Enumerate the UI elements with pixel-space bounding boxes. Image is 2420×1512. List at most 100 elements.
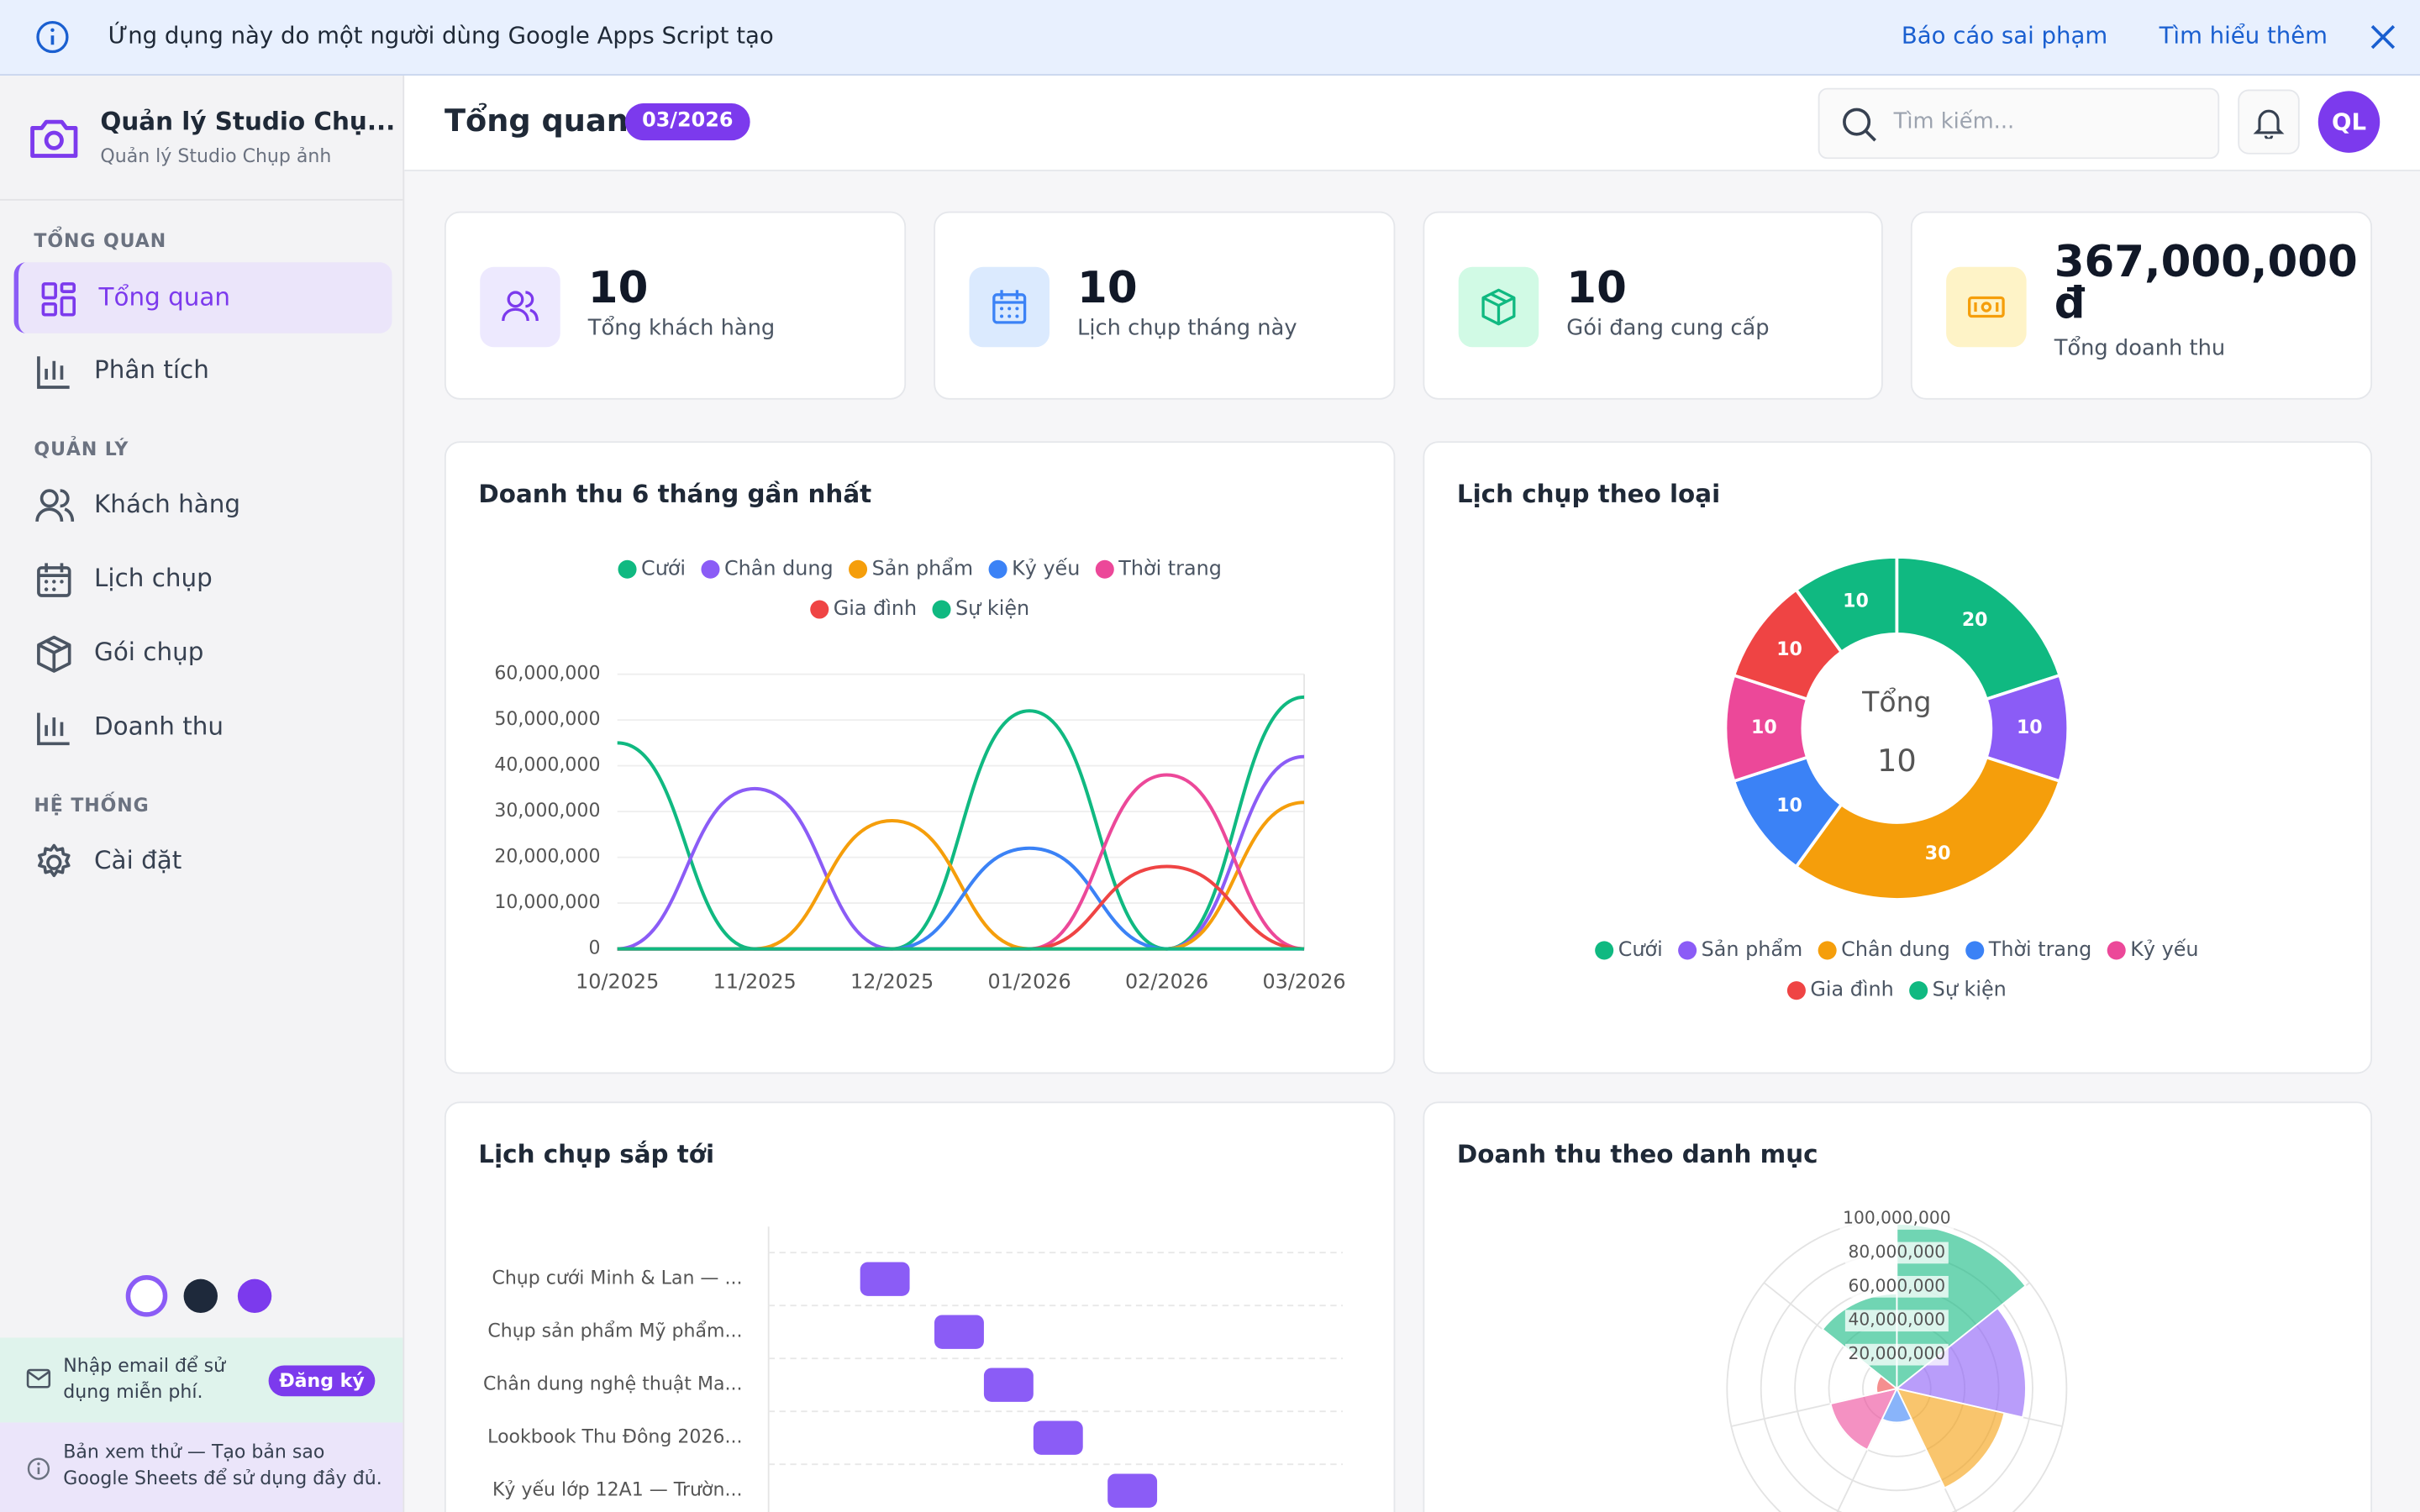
legend-swatch — [1678, 941, 1697, 960]
legend-label: Thời trang — [1988, 937, 2092, 961]
doughnut-slice — [1793, 755, 2062, 901]
chart-card — [1423, 441, 2373, 1074]
legend-swatch — [1909, 981, 1928, 1000]
legend-item: Cưới — [1595, 937, 1663, 961]
notification-button[interactable] — [2238, 89, 2300, 155]
data-label: 10 — [2017, 717, 2043, 738]
stat-card: 10 Gói đang cung cấp — [1423, 211, 1883, 400]
search-icon — [1843, 108, 1876, 142]
stat-value: 10 — [1566, 262, 1627, 313]
legend-item: Kỷ yếu — [988, 556, 1080, 580]
stat-value: 10 — [587, 262, 649, 313]
signup-text: Nhập email để sử dụng miễn phí. — [63, 1354, 226, 1403]
nav-item[interactable]: Phân tích — [14, 335, 387, 406]
legend-label: Kỷ yếu — [2130, 937, 2198, 961]
data-label: 10 — [1776, 639, 1802, 660]
gantt-bar — [1107, 1473, 1158, 1508]
nav-label: Khách hàng — [94, 489, 240, 519]
nav-item[interactable]: Gói chụp — [14, 617, 387, 688]
nav-item[interactable]: Lịch chụp — [14, 543, 387, 614]
search-box[interactable]: Tìm kiếm... — [1818, 87, 2220, 160]
app-logo — [30, 119, 78, 158]
info-icon — [36, 20, 69, 54]
data-label: 10 — [1843, 591, 1869, 612]
period-badge[interactable]: 03/2026 — [624, 103, 750, 141]
polar-sector — [1895, 1387, 2006, 1489]
signup-button[interactable]: Đăng ký — [268, 1365, 376, 1397]
legend-item: Thời trang — [1095, 556, 1222, 580]
line — [617, 695, 1305, 951]
legend-label: Chân dung — [1841, 937, 1950, 961]
chart-title: Lịch chụp theo loại — [1457, 480, 1720, 508]
x-tick-label: 02/2026 — [1125, 970, 1208, 994]
banner-text: Ứng dụng này do một người dùng Google Ap… — [108, 21, 774, 50]
data-label: 10 — [1776, 795, 1802, 816]
stat-card: 367,000,000 đ Tổng doanh thu — [1910, 211, 2373, 400]
legend-label: Sự kiện — [955, 596, 1029, 620]
legend-label: Cưới — [1618, 937, 1663, 961]
sidebar: Quản lý Studio Chụ... Quản lý Studio Chụ… — [0, 76, 405, 1512]
legend-swatch — [1095, 559, 1114, 579]
legend-item: Sự kiện — [1909, 978, 2007, 1001]
gantt-bar — [860, 1262, 910, 1296]
chart-title: Doanh thu theo danh mục — [1457, 1140, 1818, 1168]
data-label: 10 — [1751, 717, 1777, 738]
y-tick-label: 30,000,000 — [494, 801, 600, 822]
y-tick-label: 40,000,000 — [494, 755, 600, 776]
r-tick-label: 20,000,000 — [1849, 1343, 1946, 1363]
chart-title: Doanh thu 6 tháng gần nhất — [478, 480, 871, 508]
stat-label: Tổng khách hàng — [587, 316, 776, 341]
legend-swatch — [1595, 941, 1614, 960]
stat-value: 367,000,000 đ — [2054, 236, 2358, 329]
theme-dark[interactable] — [183, 1278, 218, 1314]
legend-item: Sự kiện — [932, 596, 1029, 620]
gantt-bar — [983, 1368, 1034, 1402]
legend-label: Kỷ yếu — [1012, 556, 1080, 580]
center-label: Tổng — [1861, 685, 1931, 718]
signup-box: Nhập email để sử dụng miễn phí. Đăng ký — [0, 1337, 403, 1423]
stat-label: Tổng doanh thu — [2054, 336, 2226, 361]
legend-label: Cưới — [641, 556, 686, 580]
chart-card — [444, 1101, 1396, 1512]
preview-note: Bản xem thử — Tạo bản sao Google Sheets … — [63, 1441, 382, 1489]
section-title: QUẢN LÝ — [34, 438, 129, 460]
avatar[interactable]: QL — [2317, 91, 2381, 153]
search-placeholder: Tìm kiếm... — [1893, 109, 2015, 134]
page-title: Tổng quan — [444, 102, 629, 139]
theme-purple[interactable] — [237, 1278, 272, 1314]
close-button[interactable] — [2369, 24, 2396, 51]
legend-item: Kỷ yếu — [2107, 937, 2199, 961]
theme-light[interactable] — [125, 1275, 168, 1317]
doughnut-slice — [1895, 555, 2062, 701]
stat-value: 10 — [1077, 262, 1138, 313]
report-link[interactable]: Báo cáo sai phạm — [1901, 21, 2108, 50]
legend-item: Cưới — [618, 556, 686, 580]
tick-backdrop — [1844, 1242, 1949, 1264]
x-tick-label: 10/2025 — [576, 970, 659, 994]
x-tick-label: 11/2025 — [713, 970, 797, 994]
line — [617, 864, 1305, 951]
legend-item: Gia đình — [1786, 978, 1894, 1001]
legend-swatch — [1786, 981, 1806, 1000]
doughnut-slice — [1793, 555, 1899, 654]
chart-card — [444, 441, 1396, 1074]
y-tick-label: 60,000,000 — [494, 664, 600, 685]
y-tick-label: Kỷ yếu lớp 12A1 — Trườn... — [492, 1480, 742, 1501]
nav-label: Lịch chụp — [94, 563, 213, 593]
learn-more-link[interactable]: Tìm hiểu thêm — [2159, 21, 2328, 50]
section-title: TỔNG QUAN — [34, 229, 167, 252]
x-tick-label: 12/2025 — [850, 970, 934, 994]
stat-card: 10 Lịch chụp tháng này — [934, 211, 1396, 400]
legend-swatch — [988, 559, 1007, 579]
x-tick-label: 03/2026 — [1262, 970, 1345, 994]
nav-item[interactable]: Doanh thu — [14, 691, 387, 762]
divider — [0, 198, 403, 201]
nav-item[interactable]: Tổng quan — [13, 262, 392, 333]
polar-chart: 20,000,000 40,000,000 60,000,000 80,000,000… — [1726, 1208, 2068, 1512]
r-tick-label: 100,000,000 — [1843, 1208, 1950, 1228]
y-tick-label: 10,000,000 — [494, 892, 600, 913]
nav-item[interactable]: Cài đặt — [14, 826, 387, 896]
nav-item[interactable]: Khách hàng — [14, 469, 387, 539]
y-tick-label: 50,000,000 — [494, 709, 600, 730]
